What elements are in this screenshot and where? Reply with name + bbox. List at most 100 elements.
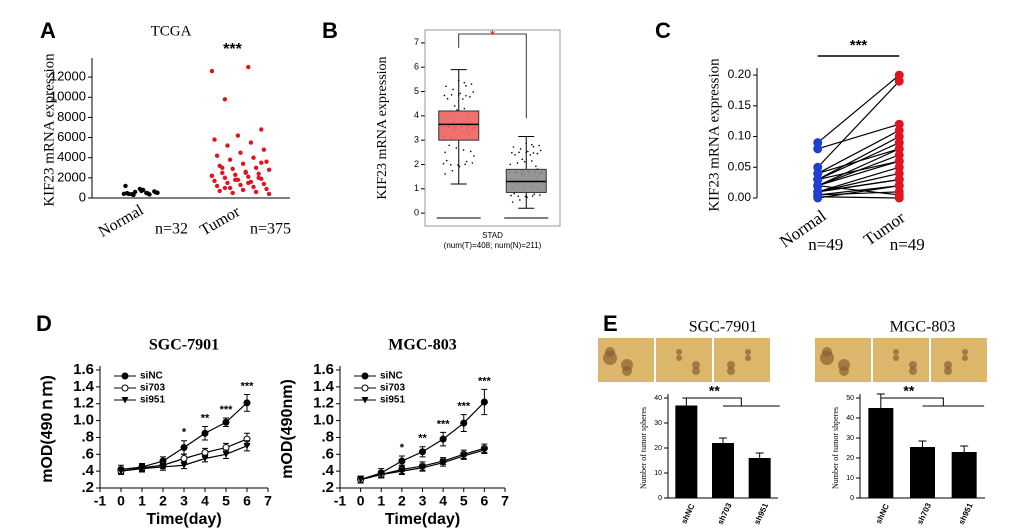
x-tick-label: 6 [243, 493, 251, 509]
data-point [132, 189, 138, 195]
data-point [217, 188, 222, 194]
jitter-dot [472, 91, 474, 93]
data-point [147, 192, 152, 197]
data-point [246, 174, 251, 180]
chart-title: SGC-7901 [689, 319, 757, 336]
jitter-dot [511, 151, 513, 154]
sample-size: n=49 [890, 235, 925, 254]
pair-line [817, 178, 900, 193]
subtitle: (num(T)=408; num(N)=211) [444, 241, 542, 250]
data-point [813, 193, 823, 203]
sphere [962, 349, 968, 355]
data-point [227, 185, 233, 191]
pair-line [817, 74, 900, 144]
y-tick-label: 0.00 [728, 190, 752, 204]
data-point [894, 190, 904, 200]
pair-line [817, 191, 900, 196]
marker [439, 435, 447, 443]
jitter-dot [456, 109, 458, 111]
significance: *** [478, 375, 492, 387]
data-point [238, 182, 243, 188]
sphere [962, 355, 968, 361]
y-tick-label: 0 [414, 208, 419, 218]
jitter-dot [445, 159, 448, 162]
panel-label: E [603, 311, 618, 336]
data-point [209, 68, 215, 74]
pair-line [817, 80, 900, 168]
jitter-dot [465, 95, 467, 97]
jitter-dot [449, 164, 452, 166]
error-bar [918, 440, 927, 447]
jitter-dot [448, 144, 450, 147]
chart-title: MGC-803 [388, 337, 456, 354]
pair-line [817, 129, 900, 174]
y-axis-label: KIF23 mRNA expression [41, 53, 57, 207]
jitter-dot [473, 155, 475, 157]
error-bar [719, 437, 727, 443]
data-point [894, 181, 904, 191]
legend-marker [121, 372, 129, 380]
data-point [209, 173, 215, 179]
x-tick-label: 3 [180, 493, 188, 509]
sphere [727, 367, 735, 375]
data-point [222, 97, 228, 102]
pair-line [817, 185, 900, 199]
jitter-dot [531, 143, 533, 146]
y-tick-label: 30 [654, 420, 662, 427]
y-tick-label: .6 [321, 445, 334, 462]
data-point [253, 189, 259, 195]
y-tick-label: 10 [846, 475, 854, 482]
x-tick-label: 6 [480, 493, 488, 509]
jitter-dot [453, 105, 456, 107]
panel-label: C [655, 18, 671, 43]
error-bar [876, 393, 885, 408]
y-tick-label: 40 [846, 415, 854, 422]
data-point [266, 167, 272, 172]
jitter-dot [510, 194, 512, 197]
x-tick-label: Normal [96, 201, 147, 240]
jitter-dot [533, 193, 536, 196]
jitter-dot [461, 98, 464, 100]
significance: ** [201, 412, 210, 424]
jitter-dot [465, 85, 467, 87]
significance: *** [220, 404, 234, 416]
jitter-dot [538, 144, 540, 147]
y-tick-label: .6 [81, 445, 94, 462]
x-tick-label: sh703 [716, 501, 734, 526]
pair-line [817, 160, 900, 181]
y-axis-label: Number of tumor spheres [639, 407, 648, 489]
data-point [243, 170, 248, 176]
x-tick-label: 7 [501, 493, 509, 509]
data-point [261, 147, 267, 152]
y-axis-label: mOD(490ｎｍ) [39, 375, 56, 483]
chart-title: SGC-7901 [149, 337, 219, 354]
jitter-dot [519, 148, 522, 150]
data-point [230, 166, 235, 171]
jitter-dot [516, 162, 519, 164]
y-tick-label: 6000 [57, 129, 86, 144]
legend-label: si703 [380, 383, 405, 394]
jitter-dot [463, 81, 466, 84]
sphere [893, 355, 899, 361]
jitter-dot [511, 201, 514, 203]
significance: *** [437, 418, 451, 430]
jitter-dot [518, 151, 520, 154]
panel-label: D [36, 311, 52, 336]
sphere [944, 361, 952, 369]
marker [377, 471, 385, 479]
legend-label: si951 [380, 395, 405, 406]
jitter-dot [457, 164, 459, 166]
pair-line [817, 160, 900, 187]
sphere [839, 366, 849, 376]
error-bar [960, 445, 969, 452]
jitter-dot [457, 79, 460, 82]
legend-marker [121, 384, 129, 392]
data-point [235, 133, 241, 138]
data-point [261, 181, 267, 187]
jitter-dot [531, 195, 534, 197]
chart-title: TCGA [151, 23, 192, 39]
y-tick-label: 1.2 [313, 395, 334, 412]
pair-line [817, 136, 900, 181]
bar [712, 443, 734, 498]
x-tick-label: 0 [357, 493, 365, 509]
